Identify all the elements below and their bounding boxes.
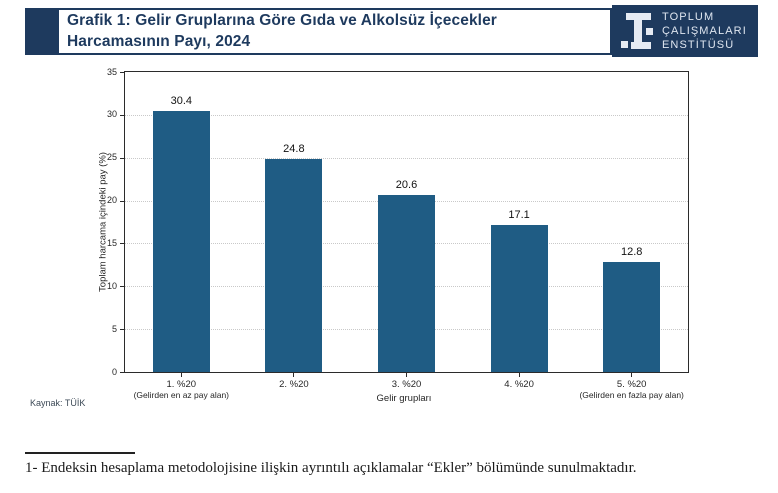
footnote-divider xyxy=(25,452,135,454)
page-title: Grafik 1: Gelir Gruplarına Göre Gıda ve … xyxy=(67,12,497,50)
y-tick-label: 10 xyxy=(106,280,117,291)
x-category-main: 3. %20 xyxy=(391,379,422,390)
bar-value-label: 12.8 xyxy=(620,246,643,259)
bar-value-label: 17.1 xyxy=(508,209,530,222)
chart-title-box: Grafik 1: Gelir Gruplarına Göre Gıda ve … xyxy=(57,8,612,55)
x-category-sub: (Gelirden en az pay alan) xyxy=(133,390,230,400)
y-tick-label: 20 xyxy=(106,195,117,206)
x-category-label: 3. %20 xyxy=(327,379,487,390)
tce-institute-logo-icon xyxy=(621,13,653,49)
x-category-label: 1. %20 (Gelirden en az pay alan) xyxy=(101,379,261,400)
x-category-label: 2. %20 xyxy=(214,379,374,390)
y-tick-label: 25 xyxy=(106,152,117,163)
x-tick-mark xyxy=(180,373,182,377)
y-tick-mark xyxy=(120,157,124,159)
gridline xyxy=(125,114,688,116)
x-category-label: 5. %20 (Gelirden en fazla pay alan) xyxy=(552,379,712,400)
x-category-main: 2. %20 xyxy=(279,379,309,390)
logo-line-3: ENSTİTÜSÜ xyxy=(662,39,735,52)
bar-value-label: 20.6 xyxy=(395,179,418,192)
y-tick-mark xyxy=(120,286,124,288)
x-category-label: 4. %20 xyxy=(439,379,599,390)
source-note: Kaynak: TÜİK xyxy=(30,398,86,408)
y-tick-mark xyxy=(120,329,124,331)
bar-value-label: 24.8 xyxy=(283,143,305,156)
footnote-text: 1- Endeksin hesaplama metodolojisine ili… xyxy=(25,460,637,476)
bar-value-label: 30.4 xyxy=(170,95,192,108)
logo-line-1: TOPLUM xyxy=(662,10,715,23)
y-tick-label: 5 xyxy=(111,323,117,334)
plot-area xyxy=(124,71,689,373)
x-tick-mark xyxy=(631,373,633,377)
x-category-sub: (Gelirden en fazla pay alan) xyxy=(579,390,684,400)
header: Grafik 1: Gelir Gruplarına Göre Gıda ve … xyxy=(25,5,758,57)
x-category-main: 1. %20 xyxy=(166,379,197,390)
bar xyxy=(152,111,210,372)
y-axis-label: Toplam harcama içindeki pay (%) xyxy=(97,152,109,292)
y-tick-mark xyxy=(120,243,124,245)
x-category-main: 4. %20 xyxy=(504,379,534,390)
bar xyxy=(490,225,548,372)
bar-chart: Toplam harcama içindeki pay (%) 30.4 24.8… xyxy=(0,57,778,422)
institute-logo-text: TOPLUM ÇALIŞMALARI ENSTİTÜSÜ xyxy=(662,10,747,53)
gridline xyxy=(125,157,688,159)
y-tick-label: 35 xyxy=(106,66,117,77)
bar xyxy=(378,195,435,372)
header-accent-block xyxy=(25,8,57,55)
x-category-main: 5. %20 xyxy=(616,379,647,390)
x-tick-mark xyxy=(406,373,407,377)
y-tick-mark xyxy=(120,372,124,373)
logo-line-2: ÇALIŞMALARI xyxy=(662,24,747,37)
y-tick-mark xyxy=(120,114,124,116)
x-tick-mark xyxy=(518,373,520,377)
x-axis-label: Gelir grupları xyxy=(376,393,432,404)
y-tick-mark xyxy=(120,200,124,202)
bar xyxy=(603,262,661,372)
y-tick-label: 15 xyxy=(106,237,117,248)
bar xyxy=(265,159,323,372)
institute-logo: TOPLUM ÇALIŞMALARI ENSTİTÜSÜ xyxy=(612,5,758,57)
x-tick-mark xyxy=(293,373,295,377)
y-tick-label: 0 xyxy=(111,366,117,377)
y-tick-label: 30 xyxy=(106,109,117,120)
y-tick-mark xyxy=(120,72,124,73)
